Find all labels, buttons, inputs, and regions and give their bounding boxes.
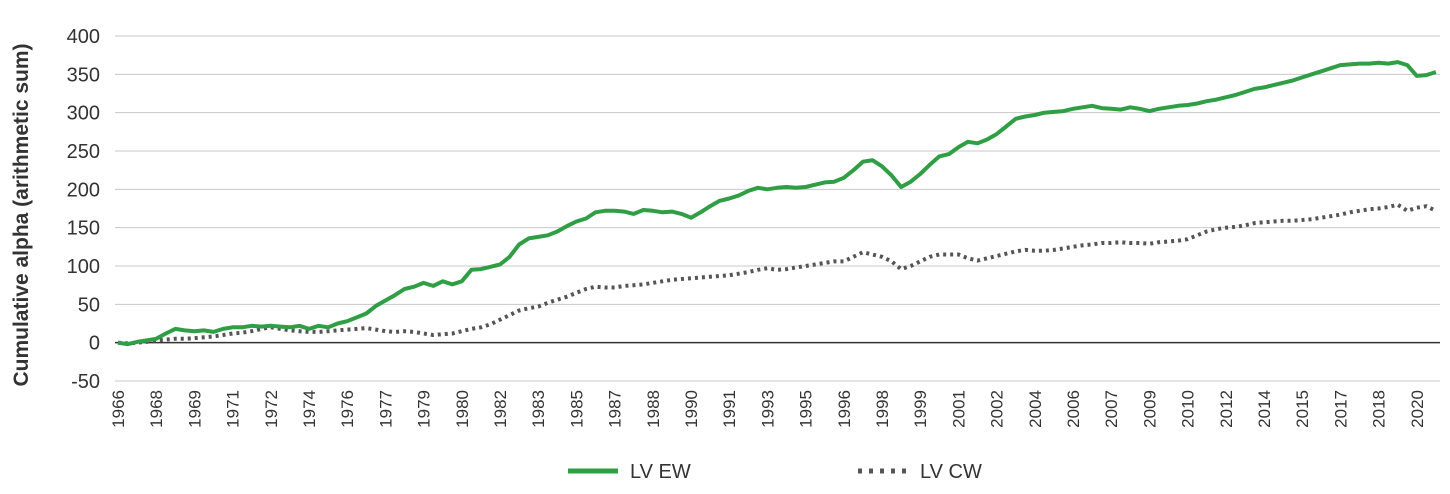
- x-tick-label: 1988: [644, 390, 663, 428]
- x-tick-label: 1968: [147, 390, 166, 428]
- x-tick-label: 2007: [1102, 390, 1121, 428]
- legend-label: LV CW: [920, 461, 982, 483]
- x-tick-label: 1976: [338, 390, 357, 428]
- x-tick-label: 1996: [835, 390, 854, 428]
- x-tick-label: 2001: [949, 390, 968, 428]
- x-tick-label: 2017: [1331, 390, 1350, 428]
- x-tick-label: 1977: [376, 390, 395, 428]
- y-tick-label: 300: [67, 103, 100, 125]
- x-tick-label: 1979: [415, 390, 434, 428]
- x-tick-label: 1990: [682, 390, 701, 428]
- x-tick-label: 2020: [1408, 390, 1427, 428]
- x-tick-label: 2014: [1255, 390, 1274, 428]
- x-tick-label: 1983: [529, 390, 548, 428]
- x-tick-label: 1980: [453, 390, 472, 428]
- x-tick-label: 2012: [1217, 390, 1236, 428]
- series-line: [117, 202, 1437, 346]
- x-tick-label: 1985: [567, 390, 586, 428]
- x-tick-label: 1974: [300, 390, 319, 428]
- legend-label: LV EW: [630, 461, 691, 483]
- y-tick-label: 250: [67, 141, 100, 163]
- x-tick-label: 1991: [720, 390, 739, 428]
- x-tick-label: 1966: [109, 390, 128, 428]
- x-tick-label: 2015: [1293, 390, 1312, 428]
- x-tick-label: 1999: [911, 390, 930, 428]
- x-tick-label: 1971: [224, 390, 243, 428]
- x-tick-label: 1995: [797, 390, 816, 428]
- y-tick-label: 150: [67, 218, 100, 240]
- x-tick-label: 2018: [1370, 390, 1389, 428]
- y-tick-label: 100: [67, 256, 100, 278]
- x-tick-label: 2006: [1064, 390, 1083, 428]
- x-tick-label: 1998: [873, 390, 892, 428]
- y-tick-label: 350: [67, 64, 100, 86]
- x-tick-label: 2004: [1026, 390, 1045, 428]
- x-tick-label: 2010: [1179, 390, 1198, 428]
- x-tick-label: 1987: [606, 390, 625, 428]
- y-tick-label: 50: [78, 294, 100, 316]
- y-tick-label: 0: [89, 333, 100, 355]
- x-tick-label: 1993: [758, 390, 777, 428]
- x-tick-label: 1972: [262, 390, 281, 428]
- x-tick-label: 2002: [988, 390, 1007, 428]
- x-tick-label: 2009: [1140, 390, 1159, 428]
- x-tick-label: 1982: [491, 390, 510, 428]
- series-line: [117, 60, 1437, 347]
- x-tick-label: 1969: [185, 390, 204, 428]
- y-axis-label: Cumulative alpha (arithmetic sum): [10, 43, 33, 386]
- y-tick-label: 400: [67, 26, 100, 48]
- y-tick-label: 200: [67, 179, 100, 201]
- y-tick-label: -50: [71, 371, 100, 393]
